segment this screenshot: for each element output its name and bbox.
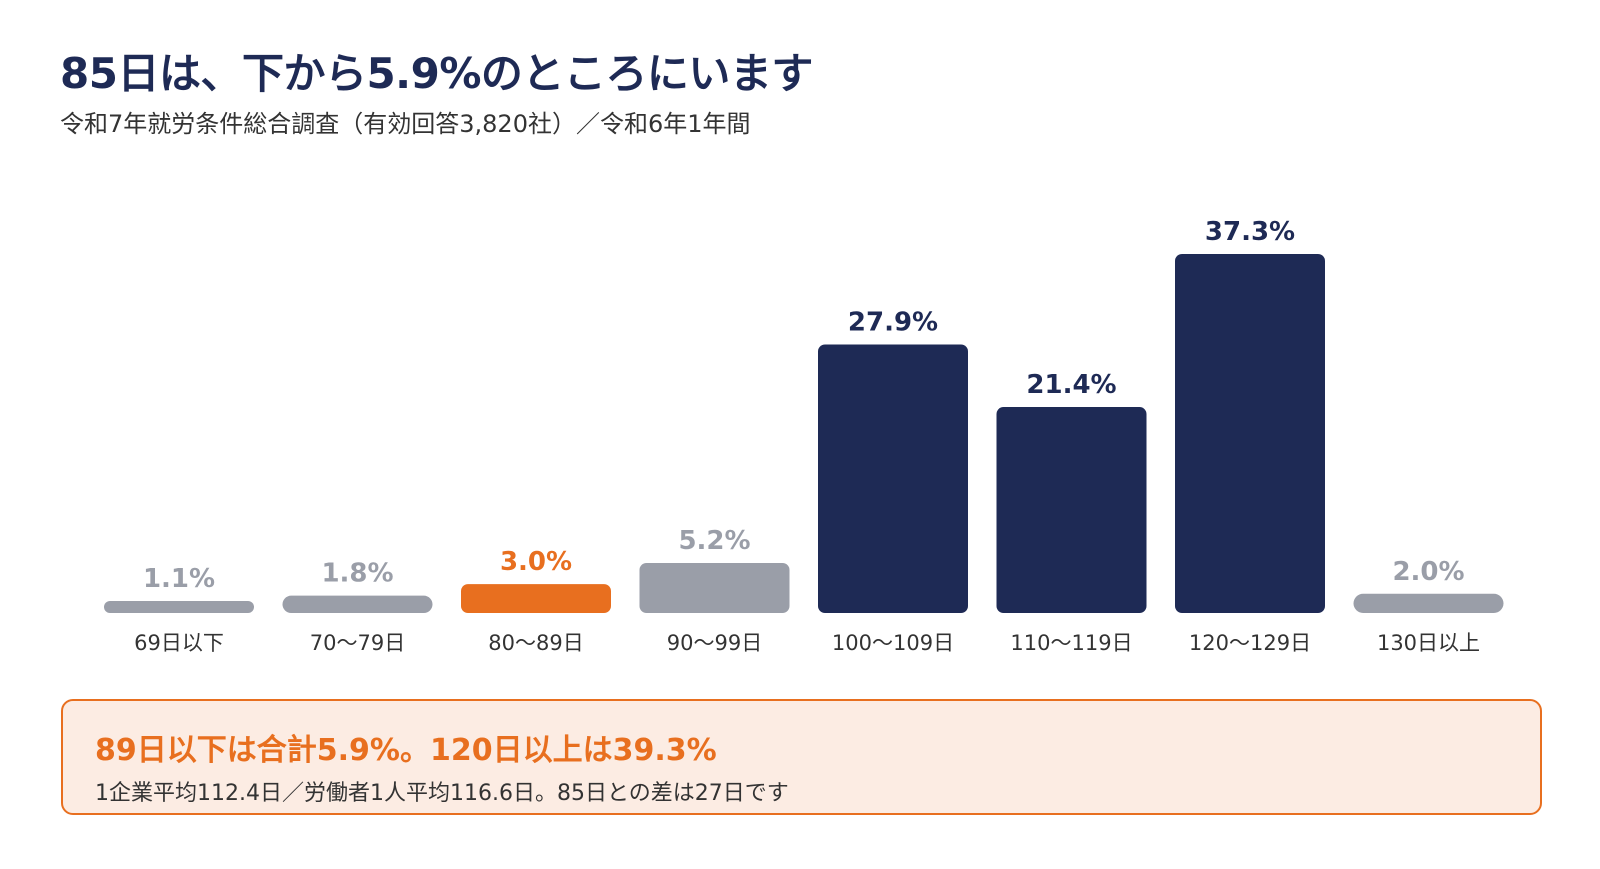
page-subtitle: 令和7年就労条件総合調査（有効回答3,820社）／令和6年1年間 (60, 110, 751, 138)
bar-5 (996, 407, 1147, 613)
bar-2 (461, 584, 611, 613)
bar-1 (282, 595, 433, 613)
category-label-6: 120～129日 (1189, 631, 1311, 655)
callout-headline: 89日以下は合計5.9%。120日以上は39.3% (95, 733, 717, 768)
category-label-2: 80～89日 (488, 631, 583, 655)
bar-0 (104, 601, 254, 613)
bar-chart: 1.1% 69日以下 1.8% 70～79日 3.0% 80～89日 5.2% 90～99日 2… (104, 217, 1504, 655)
value-label-1: 1.8% (321, 559, 393, 589)
bar-6 (1175, 254, 1325, 613)
callout-detail: 1企業平均112.4日／労働者1人平均116.6日。85日との差は27日です (95, 781, 789, 806)
category-label-1: 70～79日 (310, 631, 405, 655)
category-label-5: 110～119日 (1010, 631, 1132, 655)
category-label-7: 130日以上 (1377, 631, 1480, 655)
bar-3 (639, 562, 790, 613)
value-label-2: 3.0% (500, 547, 572, 577)
summary-callout: 89日以下は合計5.9%。120日以上は39.3% 1企業平均112.4日／労働… (61, 699, 1542, 815)
category-label-0: 69日以下 (134, 631, 224, 655)
value-label-5: 21.4% (1026, 370, 1116, 400)
value-label-3: 5.2% (678, 526, 750, 556)
value-label-7: 2.0% (1392, 557, 1464, 587)
bar-4 (818, 344, 968, 613)
value-label-0: 1.1% (143, 564, 215, 594)
value-label-4: 27.9% (848, 307, 938, 337)
page-title: 85日は、下から5.9%のところにいます (60, 49, 813, 98)
category-label-4: 100～109日 (832, 631, 954, 655)
value-label-6: 37.3% (1205, 217, 1295, 247)
category-label-3: 90～99日 (667, 631, 762, 655)
bar-7 (1353, 593, 1504, 613)
